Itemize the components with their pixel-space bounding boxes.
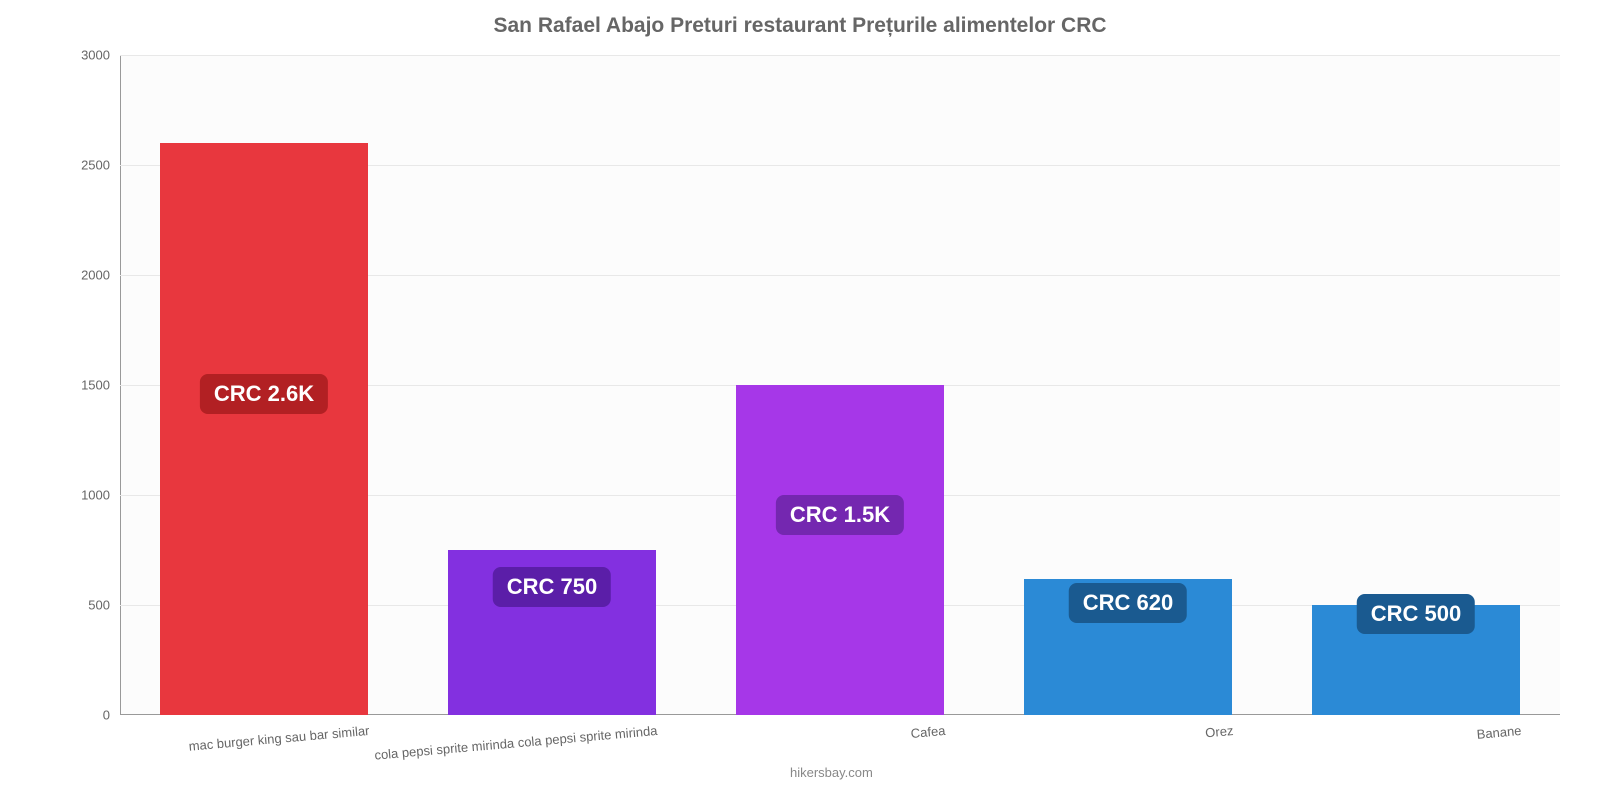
bar xyxy=(736,385,943,715)
y-tick-label: 1000 xyxy=(81,488,120,503)
gridline xyxy=(120,55,1560,56)
y-tick-label: 2000 xyxy=(81,268,120,283)
x-tick-label: Banane xyxy=(1475,715,1522,742)
x-tick-label: Orez xyxy=(1204,715,1234,740)
value-badge: CRC 620 xyxy=(1069,583,1187,623)
plot-area: 050010001500200025003000mac burger king … xyxy=(120,55,1560,715)
x-tick-label: mac burger king sau bar similar xyxy=(187,715,370,754)
value-badge: CRC 2.6K xyxy=(200,374,328,414)
value-badge: CRC 500 xyxy=(1357,594,1475,634)
y-tick-label: 0 xyxy=(103,708,120,723)
value-badge: CRC 1.5K xyxy=(776,495,904,535)
x-tick-label: cola pepsi sprite mirinda cola pepsi spr… xyxy=(373,715,658,763)
value-badge: CRC 750 xyxy=(493,567,611,607)
bar xyxy=(160,143,367,715)
y-tick-label: 3000 xyxy=(81,48,120,63)
chart-container: San Rafael Abajo Preturi restaurant Preț… xyxy=(0,0,1600,800)
y-tick-label: 2500 xyxy=(81,158,120,173)
chart-title: San Rafael Abajo Preturi restaurant Preț… xyxy=(0,0,1600,38)
attribution-text: hikersbay.com xyxy=(790,765,873,780)
x-tick-label: Cafea xyxy=(909,715,946,741)
y-tick-label: 1500 xyxy=(81,378,120,393)
y-tick-label: 500 xyxy=(88,598,120,613)
